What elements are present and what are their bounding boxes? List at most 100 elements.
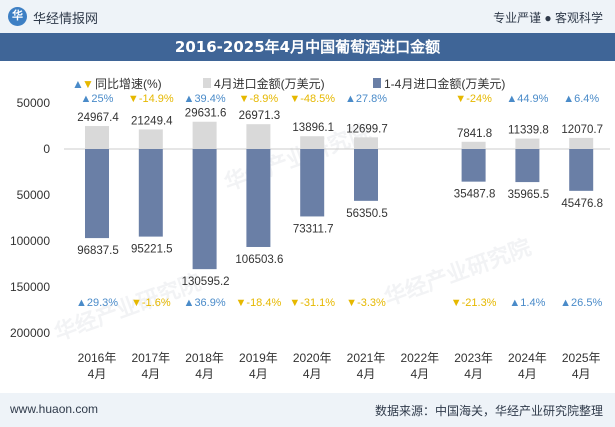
bar-ytd	[300, 149, 325, 217]
site-name: 华经情报网	[33, 11, 99, 26]
bar-monthly	[461, 141, 486, 149]
growth-ytd: ▼-1.6%	[131, 297, 171, 309]
bar-ytd	[354, 149, 378, 201]
y-tick-label: 50000	[17, 96, 51, 110]
growth-monthly: ▲25%	[81, 93, 114, 105]
data-label-monthly: 29631.6	[185, 108, 227, 120]
growth-value: 27.8%	[356, 93, 387, 105]
up-arrow-icon: ▲	[563, 93, 574, 105]
footer: www.huaon.com 数据来源：中国海关，华经产业研究院整理	[0, 393, 615, 427]
growth-ytd: ▼-31.1%	[289, 297, 335, 309]
x-tick-label: 2024年	[508, 351, 547, 365]
growth-value: -21.3%	[462, 297, 497, 309]
growth-monthly: ▼-14.9%	[128, 93, 174, 105]
x-tick-label: 4月	[410, 367, 429, 381]
up-arrow-icon: ▲	[345, 93, 356, 105]
growth-value: -3.3%	[357, 297, 386, 309]
data-label-monthly: 24967.4	[77, 112, 119, 124]
growth-ytd: ▲26.5%	[560, 297, 602, 309]
x-tick-label: 4月	[141, 367, 160, 381]
y-tick-label: 200000	[10, 326, 50, 340]
data-label-ytd: 106503.6	[235, 254, 283, 266]
y-tick-label: 100000	[10, 234, 50, 248]
down-arrow-icon: ▼	[451, 297, 462, 309]
x-tick-label: 2016年	[78, 351, 117, 365]
legend-swatch-monthly	[203, 78, 211, 88]
growth-value: 39.4%	[194, 93, 225, 105]
x-tick-label: 2020年	[293, 351, 332, 365]
data-label-monthly: 12699.7	[346, 123, 388, 135]
data-label-monthly: 11339.8	[508, 125, 549, 137]
growth-ytd: ▼-18.4%	[236, 297, 282, 309]
down-arrow-icon: ▼	[455, 93, 466, 105]
growth-ytd: ▲29.3%	[76, 297, 118, 309]
growth-value: -24%	[466, 93, 492, 105]
legend-label-monthly: 4月进口金额(万美元)	[214, 76, 325, 91]
legend-up-marker: ▲	[72, 77, 84, 91]
down-arrow-icon: ▼	[128, 93, 139, 105]
growth-ytd: ▼-21.3%	[451, 297, 497, 309]
growth-ytd: ▲36.9%	[184, 297, 226, 309]
bar-monthly	[138, 129, 163, 149]
title-bar: 2016-2025年4月中国葡萄酒进口金额	[0, 33, 615, 61]
x-tick-label: 2017年	[131, 351, 170, 365]
growth-value: -18.4%	[246, 297, 281, 309]
x-tick-label: 2019年	[239, 351, 278, 365]
x-tick-label: 2023年	[454, 351, 493, 365]
data-label-ytd: 35965.5	[508, 189, 550, 201]
data-label-ytd: 35487.8	[454, 189, 496, 201]
down-arrow-icon: ▼	[239, 93, 250, 105]
bar-ytd	[461, 149, 486, 182]
growth-value: -31.1%	[300, 297, 335, 309]
logo-icon: 华	[8, 7, 27, 26]
growth-value: -8.9%	[249, 93, 278, 105]
y-tick-label: 150000	[10, 280, 50, 294]
bar-ytd	[192, 149, 217, 270]
down-arrow-icon: ▼	[289, 93, 300, 105]
top-bar: 华 华经情报网 专业严谨 ● 客观科学	[0, 0, 615, 33]
x-tick-label: 2018年	[185, 351, 224, 365]
bar-monthly	[515, 138, 540, 149]
x-tick-label: 4月	[464, 367, 483, 381]
x-tick-label: 2021年	[347, 351, 386, 365]
up-arrow-icon: ▲	[506, 93, 517, 105]
data-label-monthly: 13896.1	[292, 122, 334, 134]
growth-value: 1.4%	[520, 297, 545, 309]
growth-value: -14.9%	[139, 93, 174, 105]
growth-monthly: ▲6.4%	[563, 93, 599, 105]
growth-value: 29.3%	[87, 297, 118, 309]
data-label-monthly: 26971.3	[239, 110, 281, 122]
growth-value: 6.4%	[574, 93, 599, 105]
bar-monthly	[569, 137, 594, 149]
x-tick-label: 4月	[357, 367, 376, 381]
footer-url: www.huaon.com	[10, 402, 99, 416]
up-arrow-icon: ▲	[76, 297, 87, 309]
data-label-monthly: 12070.7	[561, 124, 603, 136]
growth-value: 36.9%	[194, 297, 225, 309]
bar-monthly	[354, 137, 378, 149]
chart-title: 2016-2025年4月中国葡萄酒进口金额	[174, 38, 441, 56]
x-tick-label: 4月	[88, 367, 107, 381]
bar-ytd	[569, 149, 594, 191]
bar-monthly	[192, 121, 217, 149]
footer-source: 数据来源：中国海关，华经产业研究院整理	[374, 404, 603, 418]
growth-ytd: ▼-3.3%	[346, 297, 386, 309]
growth-monthly: ▲27.8%	[345, 93, 387, 105]
data-label-ytd: 96837.5	[77, 245, 119, 257]
bar-ytd	[246, 149, 271, 247]
up-arrow-icon: ▲	[560, 297, 571, 309]
bar-monthly	[246, 124, 271, 149]
growth-value: 25%	[91, 93, 113, 105]
growth-ytd: ▲1.4%	[509, 297, 545, 309]
data-label-ytd: 130595.2	[182, 276, 230, 288]
y-tick-label: 0	[43, 142, 50, 156]
data-label-monthly: 7841.8	[457, 128, 492, 140]
legend-down-marker: ▼	[82, 77, 94, 91]
legend-swatch-ytd	[373, 78, 381, 88]
down-arrow-icon: ▼	[131, 297, 142, 309]
data-label-ytd: 56350.5	[346, 208, 388, 220]
growth-monthly: ▼-24%	[455, 93, 492, 105]
x-tick-label: 4月	[195, 367, 214, 381]
growth-value: -48.5%	[300, 93, 335, 105]
bar-ytd	[515, 149, 540, 183]
